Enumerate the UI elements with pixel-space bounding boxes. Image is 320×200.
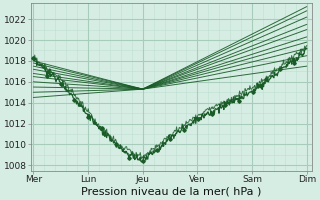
X-axis label: Pression niveau de la mer( hPa ): Pression niveau de la mer( hPa ) bbox=[81, 187, 262, 197]
